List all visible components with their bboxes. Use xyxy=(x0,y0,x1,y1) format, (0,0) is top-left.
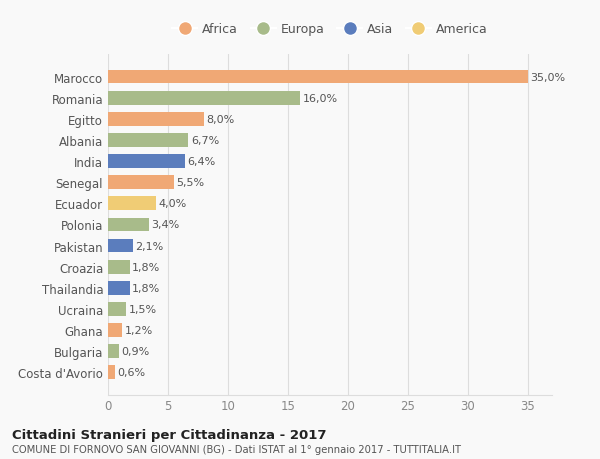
Text: 5,5%: 5,5% xyxy=(176,178,205,188)
Bar xyxy=(108,239,133,253)
Bar xyxy=(108,112,204,126)
Text: 3,4%: 3,4% xyxy=(151,220,179,230)
Text: 4,0%: 4,0% xyxy=(158,199,187,209)
Bar xyxy=(108,281,130,295)
Text: 1,2%: 1,2% xyxy=(125,325,153,335)
Bar xyxy=(108,134,188,147)
Text: 6,7%: 6,7% xyxy=(191,135,219,146)
Bar xyxy=(108,345,119,358)
Bar xyxy=(108,302,126,316)
Legend: Africa, Europa, Asia, America: Africa, Europa, Asia, America xyxy=(166,17,494,43)
Text: 2,1%: 2,1% xyxy=(136,241,164,251)
Text: 1,8%: 1,8% xyxy=(132,283,160,293)
Text: Cittadini Stranieri per Cittadinanza - 2017: Cittadini Stranieri per Cittadinanza - 2… xyxy=(12,428,326,441)
Bar xyxy=(108,260,130,274)
Text: 1,8%: 1,8% xyxy=(132,262,160,272)
Text: 0,6%: 0,6% xyxy=(118,368,146,377)
Bar xyxy=(108,176,174,190)
Text: 8,0%: 8,0% xyxy=(206,115,235,124)
Text: 16,0%: 16,0% xyxy=(302,94,338,103)
Bar xyxy=(108,197,156,211)
Text: 1,5%: 1,5% xyxy=(128,304,157,314)
Text: COMUNE DI FORNOVO SAN GIOVANNI (BG) - Dati ISTAT al 1° gennaio 2017 - TUTTITALIA: COMUNE DI FORNOVO SAN GIOVANNI (BG) - Da… xyxy=(12,444,461,454)
Bar xyxy=(108,155,185,168)
Bar xyxy=(108,324,122,337)
Bar xyxy=(108,366,115,379)
Text: 35,0%: 35,0% xyxy=(530,73,566,82)
Text: 6,4%: 6,4% xyxy=(187,157,215,167)
Text: 0,9%: 0,9% xyxy=(121,347,149,356)
Bar xyxy=(108,71,528,84)
Bar xyxy=(108,92,300,105)
Bar xyxy=(108,218,149,232)
